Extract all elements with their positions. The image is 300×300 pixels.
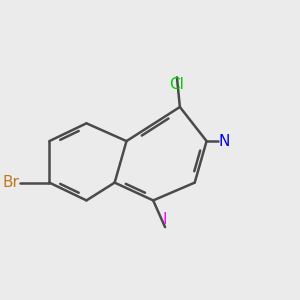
Text: N: N — [218, 134, 230, 148]
Text: I: I — [163, 212, 167, 227]
Text: Cl: Cl — [169, 77, 184, 92]
Text: Br: Br — [3, 175, 20, 190]
